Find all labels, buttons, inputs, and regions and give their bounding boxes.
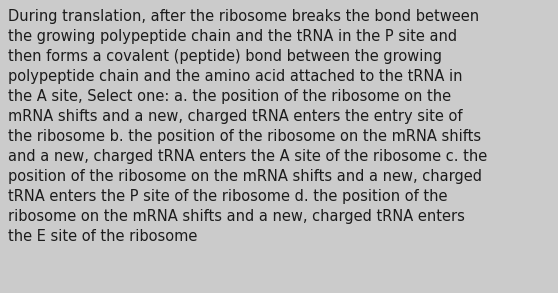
Text: During translation, after the ribosome breaks the bond between
the growing polyp: During translation, after the ribosome b… [8, 9, 488, 244]
